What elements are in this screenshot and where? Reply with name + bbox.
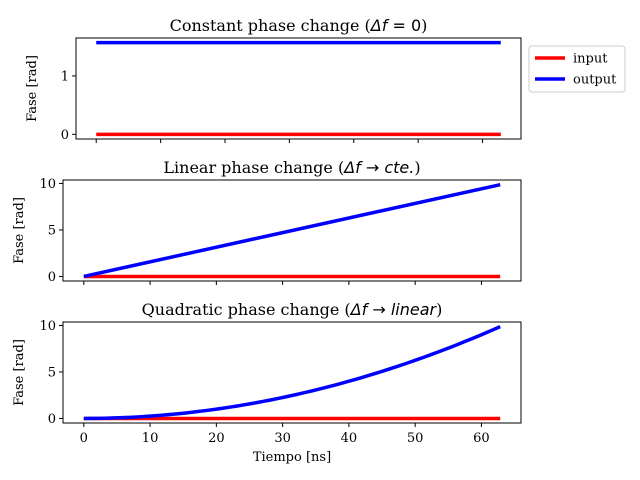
x-tick-label: 20	[208, 431, 225, 446]
y-axis-label: Fase [rad]	[12, 197, 27, 264]
subplot-3: 0 10 20 30 40 50 60 0 5 10 Fase [rad] Tiempo [ns] Qu…	[12, 300, 522, 465]
title-part: cte.	[384, 158, 414, 177]
x-tick-label: 10	[142, 431, 159, 446]
x-tick-label: 50	[407, 431, 424, 446]
y-tick-label: 10	[39, 177, 56, 192]
x-tick-label: 0	[80, 431, 88, 446]
title-part: Linear phase change (	[163, 158, 344, 177]
title-part: →	[367, 300, 391, 319]
title-part: )	[414, 158, 420, 177]
subplot-1: 0 1 Fase [rad] Constant phase change (Δf = …	[25, 16, 626, 143]
series-line-output	[83, 325, 501, 421]
y-tick-label: 1	[61, 69, 69, 84]
y-axis-label: Fase [rad]	[12, 339, 27, 406]
title-part: )	[421, 16, 427, 35]
y-tick-label: 0	[61, 128, 69, 143]
y-axis-label: Fase [rad]	[25, 55, 40, 122]
legend: input output	[528, 45, 626, 93]
axes-frame	[75, 37, 522, 140]
legend-label-output: output	[573, 73, 617, 88]
subplot-title: Quadratic phase change (Δf → linear)	[142, 300, 443, 319]
x-tick-label: 40	[341, 431, 358, 446]
y-tick-label: 0	[48, 270, 56, 285]
axes-frame	[62, 179, 522, 282]
subplot-title: Constant phase change (Δf = 0)	[170, 16, 428, 35]
axes-frame	[62, 321, 522, 424]
title-part: →	[361, 158, 385, 177]
title-part: Constant phase change (	[170, 16, 371, 35]
subplot-title: Linear phase change (Δf → cte.)	[163, 158, 420, 177]
title-part: Δf	[349, 300, 370, 319]
y-tick-label: 5	[48, 223, 56, 238]
y-tick-label: 5	[48, 365, 56, 380]
title-part: Δf	[342, 158, 363, 177]
title-part: = 0	[387, 16, 421, 35]
title-part: Δf	[369, 16, 390, 35]
subplot-2: 0 5 10 Fase [rad] Linear phase change (Δf → …	[12, 158, 522, 285]
y-tick-label: 0	[48, 412, 56, 427]
x-axis-label: Tiempo [ns]	[253, 450, 331, 465]
legend-label-input: input	[573, 52, 608, 67]
x-tick-label: 60	[473, 431, 490, 446]
y-tick-label: 10	[39, 319, 56, 334]
series-line-output	[83, 182, 501, 279]
x-tick-label: 30	[274, 431, 291, 446]
title-part: Quadratic phase change (	[142, 300, 351, 319]
title-part: )	[436, 300, 442, 319]
title-part: linear	[391, 300, 438, 319]
